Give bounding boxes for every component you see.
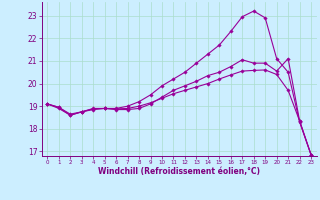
X-axis label: Windchill (Refroidissement éolien,°C): Windchill (Refroidissement éolien,°C)	[98, 167, 260, 176]
